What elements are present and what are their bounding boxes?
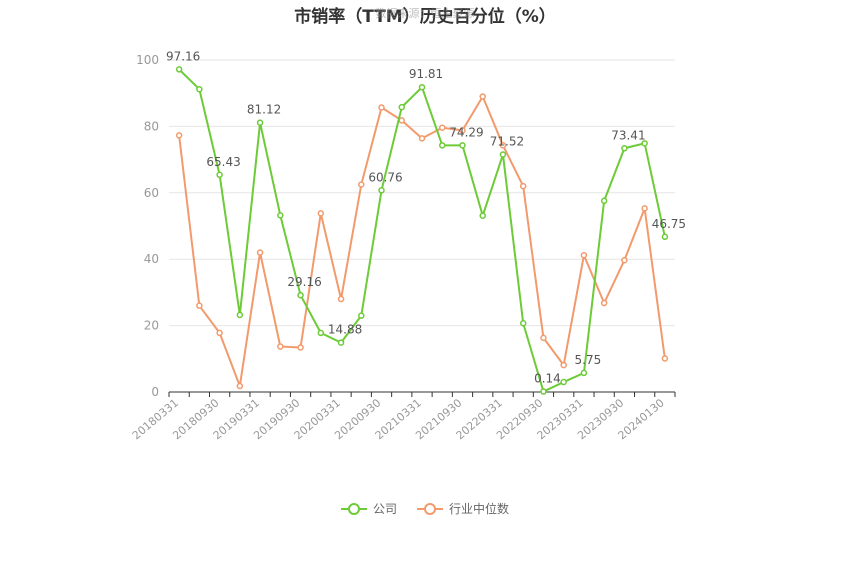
y-tick-label: 100 xyxy=(136,53,159,67)
y-tick-label: 80 xyxy=(144,119,159,133)
data-point-0[interactable] xyxy=(580,369,588,377)
data-point-1[interactable] xyxy=(398,117,406,124)
data-label: 0.14 xyxy=(534,372,561,386)
data-point-0[interactable] xyxy=(256,119,264,126)
legend-swatch-company xyxy=(340,502,367,516)
data-point-1[interactable] xyxy=(641,205,648,212)
data-label: 73.41 xyxy=(611,128,645,142)
data-point-0[interactable] xyxy=(540,388,547,395)
series-layer xyxy=(175,66,669,395)
data-point-1[interactable] xyxy=(297,344,304,351)
data-point-1[interactable] xyxy=(560,361,567,369)
series-line-0 xyxy=(178,68,666,393)
data-point-1[interactable] xyxy=(499,142,507,149)
chart-title: 市销率（TTM）历史百分位（%） xyxy=(294,7,556,27)
data-point-0[interactable] xyxy=(418,83,426,91)
data-point-1[interactable] xyxy=(196,302,203,309)
data-point-1[interactable] xyxy=(175,132,183,139)
data-point-0[interactable] xyxy=(499,151,507,158)
legend: 公司 行业中位数 xyxy=(0,500,850,517)
data-label: 74.29 xyxy=(449,125,483,139)
data-point-0[interactable] xyxy=(297,291,304,299)
data-point-1[interactable] xyxy=(519,182,527,190)
data-point-1[interactable] xyxy=(236,382,244,390)
axis-layer: 0204060801002018033120180930201903312019… xyxy=(130,53,676,442)
data-point-0[interactable] xyxy=(398,103,406,111)
y-tick-label: 20 xyxy=(144,319,159,333)
data-label: 65.43 xyxy=(206,155,240,169)
grid-layer xyxy=(169,59,675,327)
legend-item-company[interactable]: 公司 xyxy=(340,500,397,517)
data-point-0[interactable] xyxy=(378,187,385,194)
data-point-0[interactable] xyxy=(621,145,628,152)
data-point-1[interactable] xyxy=(540,334,547,342)
data-point-0[interactable] xyxy=(560,378,567,386)
data-point-1[interactable] xyxy=(459,127,466,134)
data-label: 5.75 xyxy=(575,353,602,367)
data-label-layer: 97.16 65.43 81.12 29.16 14.88 60.76 91.81 74.29… xyxy=(166,49,686,385)
y-tick-label: 60 xyxy=(144,186,159,200)
y-tick-label: 0 xyxy=(151,385,159,399)
data-point-1[interactable] xyxy=(479,93,486,100)
data-point-1[interactable] xyxy=(600,299,608,307)
data-point-1[interactable] xyxy=(438,124,446,131)
data-label: 81.12 xyxy=(247,103,281,117)
legend-item-industry-median[interactable]: 行业中位数 xyxy=(417,500,509,517)
data-label: 46.75 xyxy=(652,217,686,231)
data-point-1[interactable] xyxy=(621,256,628,264)
data-point-0[interactable] xyxy=(519,320,527,327)
data-label: 91.81 xyxy=(409,67,443,81)
y-tick-label: 40 xyxy=(144,252,159,266)
data-point-0[interactable] xyxy=(196,85,203,93)
data-point-0[interactable] xyxy=(438,142,446,149)
data-point-0[interactable] xyxy=(641,140,648,147)
data-point-1[interactable] xyxy=(358,181,365,188)
data-point-0[interactable] xyxy=(317,329,325,337)
legend-label-company: 公司 xyxy=(372,502,397,516)
data-point-0[interactable] xyxy=(216,171,223,179)
data-point-1[interactable] xyxy=(337,295,345,303)
data-point-1[interactable] xyxy=(317,210,325,217)
data-label: 97.16 xyxy=(166,49,200,63)
data-label: 14.88 xyxy=(328,323,362,337)
data-label: 60.76 xyxy=(368,170,402,184)
data-point-0[interactable] xyxy=(337,339,345,346)
data-point-0[interactable] xyxy=(459,142,466,149)
data-point-0[interactable] xyxy=(358,312,365,319)
data-point-0[interactable] xyxy=(175,66,183,73)
data-label: 29.16 xyxy=(287,275,321,289)
data-label: 71.52 xyxy=(490,135,524,149)
data-point-1[interactable] xyxy=(580,251,588,259)
data-point-1[interactable] xyxy=(418,135,426,142)
data-point-1[interactable] xyxy=(256,249,264,256)
data-point-0[interactable] xyxy=(600,197,608,205)
data-point-1[interactable] xyxy=(216,329,223,337)
legend-swatch-industry-median xyxy=(417,502,443,516)
data-point-0[interactable] xyxy=(236,311,244,319)
data-point-1[interactable] xyxy=(277,343,284,350)
data-point-1[interactable] xyxy=(661,355,669,362)
data-point-0[interactable] xyxy=(479,212,486,219)
legend-label-industry-median: 行业中位数 xyxy=(449,502,510,516)
data-point-1[interactable] xyxy=(378,104,385,111)
data-point-0[interactable] xyxy=(277,212,284,219)
watermark-text: 数据来源：恒生聚源 xyxy=(375,7,475,20)
data-point-0[interactable] xyxy=(661,233,669,241)
